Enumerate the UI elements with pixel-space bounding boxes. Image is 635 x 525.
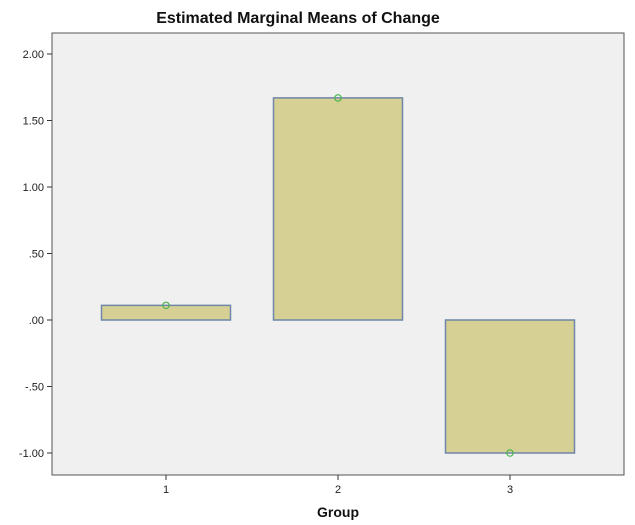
mean-markers <box>162 94 514 457</box>
bars <box>100 97 576 454</box>
y-tick-label: 2.00 <box>23 49 44 61</box>
mean-marker-group-3 <box>506 449 514 457</box>
y-tick-label: .00 <box>29 315 44 327</box>
x-axis: 1 2 3 <box>163 475 513 496</box>
x-tick-label: 3 <box>507 484 513 496</box>
y-tick-label: 1.50 <box>23 116 44 128</box>
y-tick-label: -1.00 <box>19 448 44 460</box>
bar-group-3 <box>444 319 576 454</box>
y-axis: 2.00 1.50 1.00 .50 .00 -.50 -1.00 <box>19 49 52 460</box>
x-tick-label: 2 <box>335 484 341 496</box>
mean-marker-group-1 <box>162 301 170 310</box>
mean-marker-group-2 <box>334 94 342 102</box>
y-tick-label: 1.00 <box>23 182 44 194</box>
bar-group-2 <box>272 97 404 321</box>
y-tick-label: -.50 <box>25 382 44 394</box>
chart-title: Estimated Marginal Means of Change <box>156 10 440 27</box>
x-tick-label: 1 <box>163 484 169 496</box>
x-axis-label: Group <box>317 504 359 520</box>
y-tick-label: .50 <box>29 249 44 261</box>
bar-group-1 <box>100 304 232 321</box>
